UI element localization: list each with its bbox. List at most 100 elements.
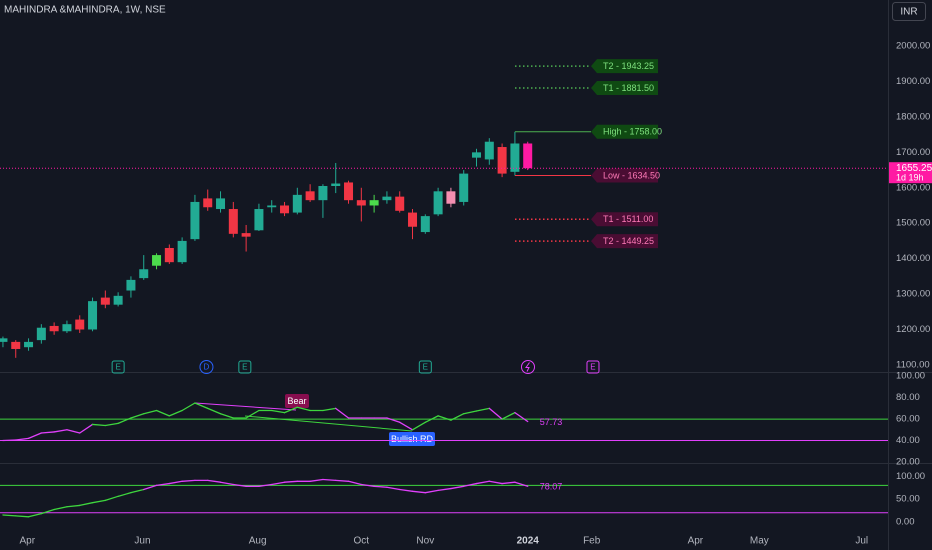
indicator-segment bbox=[207, 407, 222, 415]
event-label: E bbox=[423, 363, 428, 372]
indicator-segment bbox=[53, 506, 68, 511]
indicator-segment bbox=[91, 499, 106, 504]
y-tick-label: 100.00 bbox=[896, 471, 925, 482]
indicator-segment bbox=[15, 437, 30, 441]
candle-body bbox=[356, 200, 366, 206]
level-tag bbox=[591, 124, 658, 139]
value-label: 78.07 bbox=[540, 482, 563, 492]
x-tick-label: Jul bbox=[855, 536, 868, 547]
indicator-segment bbox=[283, 480, 298, 483]
currency-button[interactable] bbox=[892, 2, 926, 21]
indicator-segment bbox=[411, 421, 426, 431]
level-label: T2 - 1943.25 bbox=[603, 61, 654, 71]
y-tick-label: 2000.00 bbox=[896, 41, 930, 52]
indicator-segment bbox=[437, 487, 452, 492]
level-label: T1 - 1881.50 bbox=[603, 83, 654, 93]
indicator-segment bbox=[27, 512, 42, 518]
candle-body bbox=[331, 183, 341, 186]
indicator-segment bbox=[232, 483, 247, 487]
indicator-segment bbox=[335, 479, 350, 482]
level-label: T1 - 1511.00 bbox=[603, 214, 653, 224]
candle-body bbox=[0, 338, 8, 342]
indicator-segment bbox=[386, 486, 401, 491]
y-tick-label: 0.00 bbox=[896, 516, 915, 527]
indicator-segment bbox=[258, 483, 273, 487]
indicator-segment bbox=[309, 478, 324, 482]
indicator-segment bbox=[373, 485, 388, 488]
x-tick-label: Aug bbox=[249, 536, 267, 547]
candle-body bbox=[100, 297, 110, 305]
event-marker bbox=[199, 360, 214, 374]
bull-label-box bbox=[389, 432, 435, 446]
event-label: E bbox=[115, 363, 120, 372]
y-tick-label: 20.00 bbox=[896, 456, 920, 467]
y-tick-label: 100.00 bbox=[896, 371, 925, 382]
indicator-segment bbox=[143, 409, 158, 415]
y-tick-label: 1500.00 bbox=[896, 218, 930, 229]
x-tick-label: 2024 bbox=[517, 536, 540, 547]
candle-body bbox=[88, 301, 98, 330]
bear-divergence-line bbox=[194, 402, 297, 411]
candle-body bbox=[62, 324, 72, 332]
indicator-segment bbox=[40, 431, 55, 434]
event-marker bbox=[111, 360, 125, 374]
indicator-segment bbox=[207, 479, 222, 483]
candle-body bbox=[152, 255, 162, 266]
y-tick-label: 1900.00 bbox=[896, 76, 930, 87]
currency-label[interactable]: INR bbox=[900, 7, 917, 18]
candle-body bbox=[216, 198, 226, 210]
indicator-segment bbox=[130, 488, 145, 494]
indicator-segment bbox=[411, 490, 426, 494]
bear-label-box bbox=[285, 394, 309, 408]
indicator-segment bbox=[168, 480, 183, 485]
indicator-segment bbox=[450, 485, 465, 490]
candle-body bbox=[254, 209, 264, 231]
indicator-segment bbox=[181, 402, 196, 412]
x-tick-label: May bbox=[750, 536, 769, 547]
candle-body bbox=[36, 327, 46, 341]
candle-body bbox=[49, 325, 59, 332]
candle-body bbox=[420, 216, 430, 233]
candle-body bbox=[318, 186, 328, 201]
candle-body bbox=[267, 205, 277, 208]
candle-body bbox=[164, 248, 174, 263]
chart-title: MAHINDRA &MAHINDRA, 1W, NSE bbox=[4, 5, 166, 16]
indicator-segment bbox=[91, 423, 106, 427]
level-tag bbox=[591, 81, 658, 96]
indicator-segment bbox=[2, 439, 17, 442]
candle-body bbox=[228, 209, 238, 234]
candle-body bbox=[510, 143, 520, 172]
split-icon-bolt bbox=[525, 362, 530, 372]
indicator-segment bbox=[488, 407, 503, 420]
candle-body bbox=[24, 341, 34, 348]
indicator-segment bbox=[143, 484, 158, 491]
candle-body bbox=[459, 173, 469, 202]
split-icon[interactable] bbox=[521, 360, 535, 374]
candle-body bbox=[75, 319, 85, 330]
candle-body bbox=[126, 279, 136, 291]
y-tick-label: 40.00 bbox=[896, 435, 920, 446]
indicator-segment bbox=[386, 417, 401, 423]
last-price-box bbox=[889, 162, 932, 184]
indicator-segment bbox=[399, 488, 414, 492]
value-label: 57.73 bbox=[540, 417, 563, 427]
event-label: E bbox=[590, 363, 595, 372]
bull-divergence-line bbox=[244, 415, 413, 432]
event-marker bbox=[418, 360, 432, 374]
indicator-segment bbox=[488, 480, 503, 485]
indicator-segment bbox=[27, 432, 42, 440]
indicator-segment bbox=[437, 415, 452, 421]
bull-label: Bullish RD bbox=[391, 434, 434, 444]
indicator-segment bbox=[219, 481, 234, 486]
x-tick-label: Jun bbox=[134, 536, 150, 547]
indicator-segment bbox=[53, 429, 68, 433]
indicator-segment bbox=[15, 515, 30, 518]
level-tag bbox=[591, 234, 658, 249]
indicator-segment bbox=[117, 417, 132, 425]
candle-body bbox=[446, 191, 456, 204]
indicator-segment bbox=[360, 483, 375, 487]
candle-body bbox=[497, 147, 507, 174]
